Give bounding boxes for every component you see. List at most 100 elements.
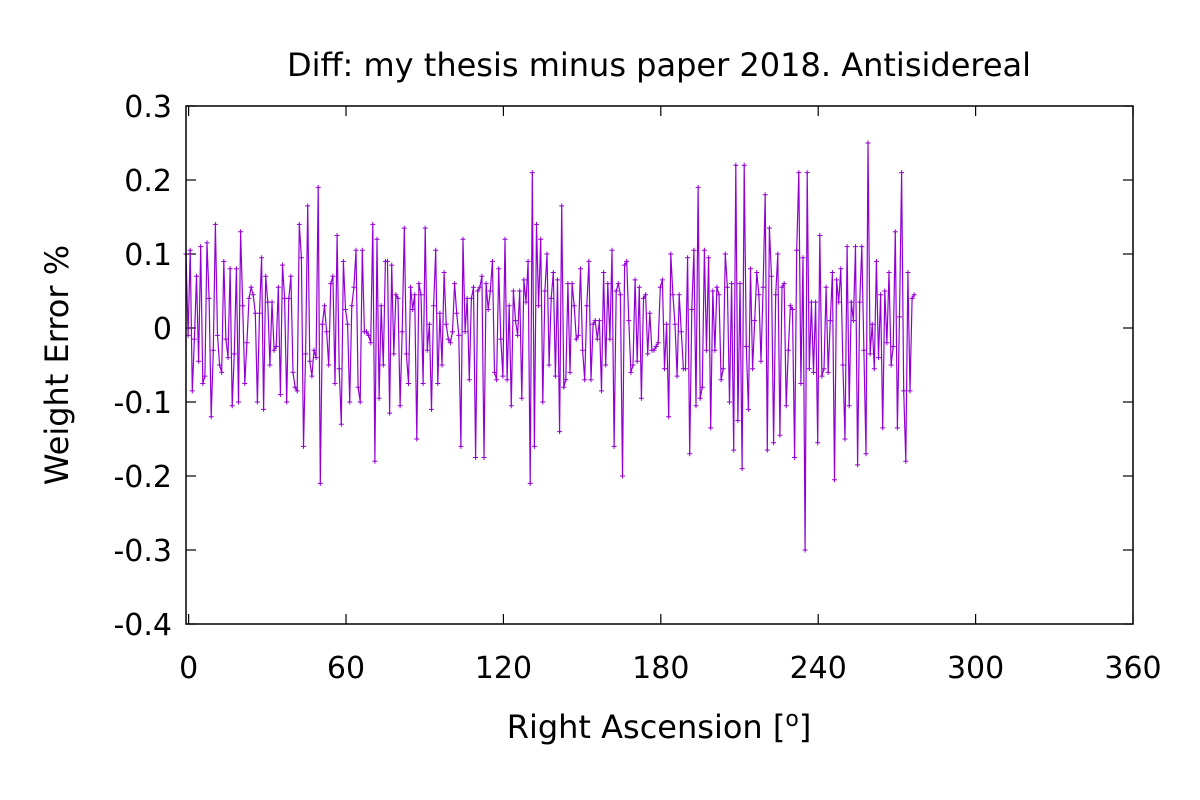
data-point [779,284,785,290]
data-point [221,258,227,264]
data-point [208,414,214,420]
data-point [766,225,772,231]
data-point [733,162,739,168]
data-point [846,403,852,409]
data-point [662,366,667,372]
data-point [496,266,502,272]
data-point [242,381,248,386]
data-point [813,299,819,305]
data-point [393,292,399,298]
data-point [447,340,453,346]
data-point [282,295,288,301]
x-tick-label: 60 [327,651,365,686]
data-point [865,140,871,146]
data-point [347,399,353,405]
data-point [355,384,361,390]
data-point [311,347,317,353]
data-point [651,347,657,353]
data-point [834,277,840,283]
data-point [878,292,884,298]
data-point [292,384,298,390]
data-point [330,273,336,279]
data-point [416,281,422,287]
data-point [760,284,766,290]
plot-frame [185,105,1134,625]
data-point [200,381,206,386]
data-point [485,307,491,312]
data-point [620,473,625,479]
data-point [563,377,569,383]
data-point [867,351,873,357]
data-point [586,258,592,264]
data-point [443,321,449,327]
series-markers [183,140,917,553]
data-point [775,251,781,257]
data-point [689,307,695,312]
data-point [817,233,823,238]
data-point [475,288,481,294]
data-point [248,284,254,290]
data-point [561,384,567,390]
data-point [332,381,338,386]
data-point [424,347,430,353]
data-point [647,310,653,316]
data-point [265,299,271,305]
data-point [714,284,720,290]
data-point [557,429,563,435]
data-point [426,321,432,327]
data-point [307,358,313,364]
x-axis-label-sup: o [785,707,798,732]
data-point [578,266,583,272]
data-point [653,344,659,349]
data-point [555,277,560,283]
data-point [783,403,789,409]
data-point [309,373,315,379]
data-point [710,288,716,294]
data-point [343,307,348,312]
data-point [458,443,464,449]
data-point [280,262,285,268]
data-point [349,303,355,309]
data-point [364,329,369,335]
data-point [701,247,707,253]
data-point [655,340,661,346]
data-point [808,299,814,305]
data-point [378,303,384,309]
data-point [552,373,558,379]
data-point [246,295,252,301]
data-point [571,303,577,309]
data-point [410,307,416,312]
data-point [676,292,682,298]
data-point [722,251,728,257]
data-point [204,240,210,246]
data-point [565,281,571,287]
data-point [670,292,676,298]
data-point [534,221,539,227]
data-point [615,281,621,287]
data-point [573,336,579,342]
data-point [609,247,615,253]
data-point [823,284,829,290]
data-point [630,362,636,368]
data-point [806,366,812,372]
data-point [324,329,330,335]
data-point [313,355,319,361]
data-point [735,418,741,423]
data-point [257,310,262,316]
data-point [462,329,468,335]
data-point [569,281,575,287]
data-point [758,358,764,364]
data-point [745,406,751,412]
data-point [296,221,302,227]
x-tick-label: 120 [475,651,532,686]
data-point [345,321,351,327]
data-point [678,329,684,335]
data-point [683,366,688,372]
data-point [515,332,521,338]
data-point [294,388,300,394]
data-point [548,295,554,301]
data-point [267,362,273,368]
data-point [481,455,487,460]
chart-title: Diff: my thesis minus paper 2018. Antisi… [287,46,1031,84]
data-point [542,288,548,294]
